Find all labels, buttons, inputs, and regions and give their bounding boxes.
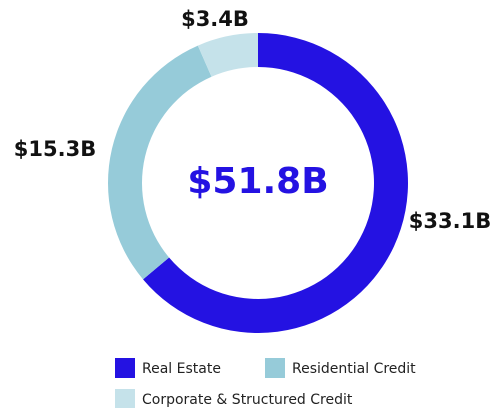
legend-label: Real Estate	[142, 361, 221, 377]
donut-segment	[107, 45, 212, 280]
value-label: $3.4B	[181, 7, 249, 31]
legend-swatch	[265, 358, 285, 378]
donut-segment	[143, 33, 409, 333]
value-label: $15.3B	[14, 137, 96, 161]
legend-swatch	[115, 389, 135, 408]
legend-label: Corporate & Structured Credit	[142, 392, 353, 408]
donut-segment	[197, 33, 258, 77]
value-label: $33.1B	[409, 209, 491, 233]
legend-label: Residential Credit	[292, 361, 416, 377]
legend-swatch	[115, 358, 135, 378]
center-total: $51.8B	[187, 161, 328, 202]
